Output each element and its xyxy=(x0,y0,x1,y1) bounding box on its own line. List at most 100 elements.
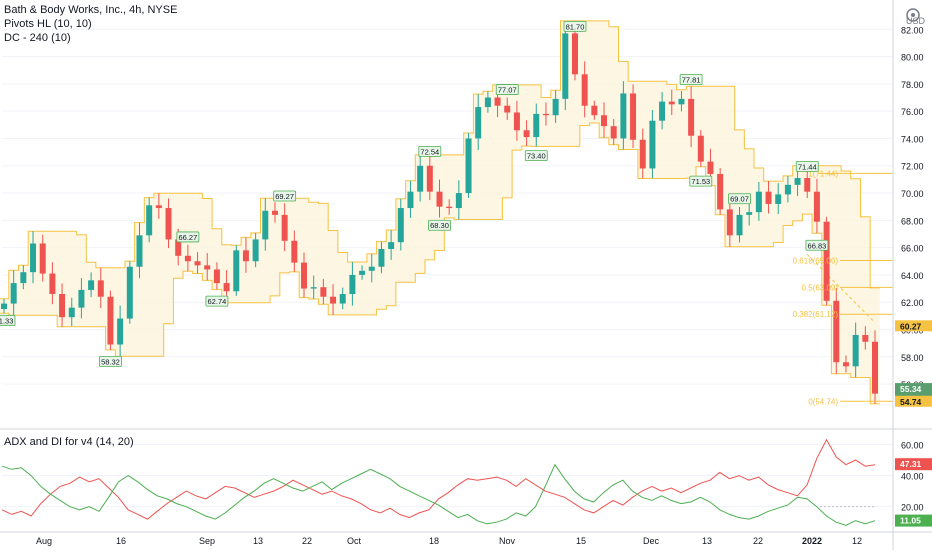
candle-down xyxy=(726,209,733,236)
fib-label: 0.382(61.12) xyxy=(793,310,839,319)
pivot-label: 66.27 xyxy=(178,233,197,242)
candle-down xyxy=(281,214,288,241)
price-axis-label: 78.00 xyxy=(901,80,924,90)
candle-down xyxy=(571,33,578,75)
pivot-label: 69.27 xyxy=(275,192,294,201)
candle-down xyxy=(39,243,46,274)
time-axis-label: 16 xyxy=(116,536,126,546)
candle-up xyxy=(465,138,472,194)
time-axis-label: 13 xyxy=(702,536,712,546)
candle-down xyxy=(59,294,66,318)
adx-badge-label: 11.05 xyxy=(900,516,921,526)
candle-up xyxy=(794,178,801,185)
pivot-label-box xyxy=(689,175,713,187)
candle-down xyxy=(833,300,840,363)
candle-down xyxy=(291,240,298,263)
currency-label: USD xyxy=(906,16,926,26)
candle-up xyxy=(20,272,27,284)
candle-up xyxy=(126,266,133,319)
adx-badge xyxy=(895,458,932,471)
candle-down xyxy=(668,101,675,105)
fib-label: 0.618(65.06) xyxy=(793,256,839,265)
candle-down xyxy=(223,283,230,292)
candle-down xyxy=(301,262,308,289)
candle-up xyxy=(533,113,540,138)
candle-down xyxy=(107,296,114,345)
candle-up xyxy=(233,250,240,292)
candles xyxy=(1,20,878,404)
pivots-indicator-label[interactable]: Pivots HL (10, 10) xyxy=(4,18,92,30)
candle-up xyxy=(784,184,791,195)
time-axis-label: Sep xyxy=(199,536,215,546)
pivot-label: 73.40 xyxy=(527,152,546,161)
candle-down xyxy=(813,191,820,222)
price-badge xyxy=(895,395,932,407)
candle-down xyxy=(165,208,172,240)
candle-down xyxy=(513,112,520,131)
time-axis-label: Oct xyxy=(347,536,362,546)
candle-down xyxy=(639,139,646,169)
pivot-label: 77.81 xyxy=(682,75,701,84)
candle-up xyxy=(475,107,482,139)
price-badge xyxy=(895,320,932,332)
candle-up xyxy=(378,248,385,267)
candle-down xyxy=(765,191,772,204)
pivot-label: 68.30 xyxy=(430,221,449,230)
price-badge-label: 60.27 xyxy=(900,321,922,331)
candle-up xyxy=(678,98,685,105)
candle-up xyxy=(552,98,559,116)
candle-down xyxy=(320,287,327,297)
candle-down xyxy=(804,178,811,192)
pivot-label-box xyxy=(795,160,819,172)
pivot-label-box xyxy=(205,295,229,307)
pivot-label-box xyxy=(524,150,548,162)
pivot-label-box xyxy=(728,193,751,205)
time-axis-label: 2022 xyxy=(802,536,822,546)
price-axis-label: 68.00 xyxy=(901,216,924,226)
pivot-label: 77.07 xyxy=(498,86,517,95)
price-axis-label: 62.00 xyxy=(901,298,924,308)
adx-indicator-label[interactable]: ADX and DI for v4 (14, 20) xyxy=(4,436,134,448)
adx-badge-label: 47.31 xyxy=(900,459,922,469)
candle-up xyxy=(484,97,491,108)
candle-up xyxy=(417,165,424,192)
candle-up xyxy=(407,191,414,209)
pivot-label-box xyxy=(0,314,16,326)
candle-down xyxy=(204,265,211,270)
time-axis-label: Dec xyxy=(643,536,660,546)
price-axis-label: 70.00 xyxy=(901,189,924,199)
time-axis-label: 15 xyxy=(576,536,586,546)
dc-indicator-label[interactable]: DC - 240 (10) xyxy=(4,32,71,44)
pivot-label-box xyxy=(99,356,122,367)
candle-up xyxy=(78,289,85,308)
candle-down xyxy=(436,191,443,207)
candle-down xyxy=(504,105,511,113)
pivot-label-box xyxy=(563,20,587,32)
time-axis-label: Aug xyxy=(36,536,52,546)
candle-up xyxy=(117,318,124,345)
adx-axis-label: 60.00 xyxy=(901,440,924,450)
settings-icon[interactable] xyxy=(904,6,922,24)
candle-down xyxy=(184,255,191,262)
pivot-label-box xyxy=(273,190,297,202)
candle-down xyxy=(707,161,714,174)
fib-label: 0.5(63.09) xyxy=(802,283,839,292)
candle-up xyxy=(349,274,356,295)
pivot-labels: 66.27 58.32 69.27 62.74 69.07 61.33 72.54 68.30… xyxy=(0,20,829,367)
pivot-label: 61.33 xyxy=(0,316,13,325)
symbol-title: Bath & Body Works, Inc., 4h, NYSE xyxy=(4,4,178,16)
candle-up xyxy=(30,243,37,273)
candle-up xyxy=(262,210,269,240)
pivot-label-box xyxy=(418,145,442,157)
candle-down xyxy=(601,115,608,127)
candle-down xyxy=(717,173,724,210)
candle-down xyxy=(330,296,337,304)
pivot-label-box xyxy=(428,219,451,231)
price-axis-label: 80.00 xyxy=(901,53,924,63)
di_plus-line xyxy=(1,438,876,520)
pivot-label: 71.44 xyxy=(798,162,817,171)
candle-down xyxy=(426,165,433,192)
candle-up xyxy=(368,266,375,271)
